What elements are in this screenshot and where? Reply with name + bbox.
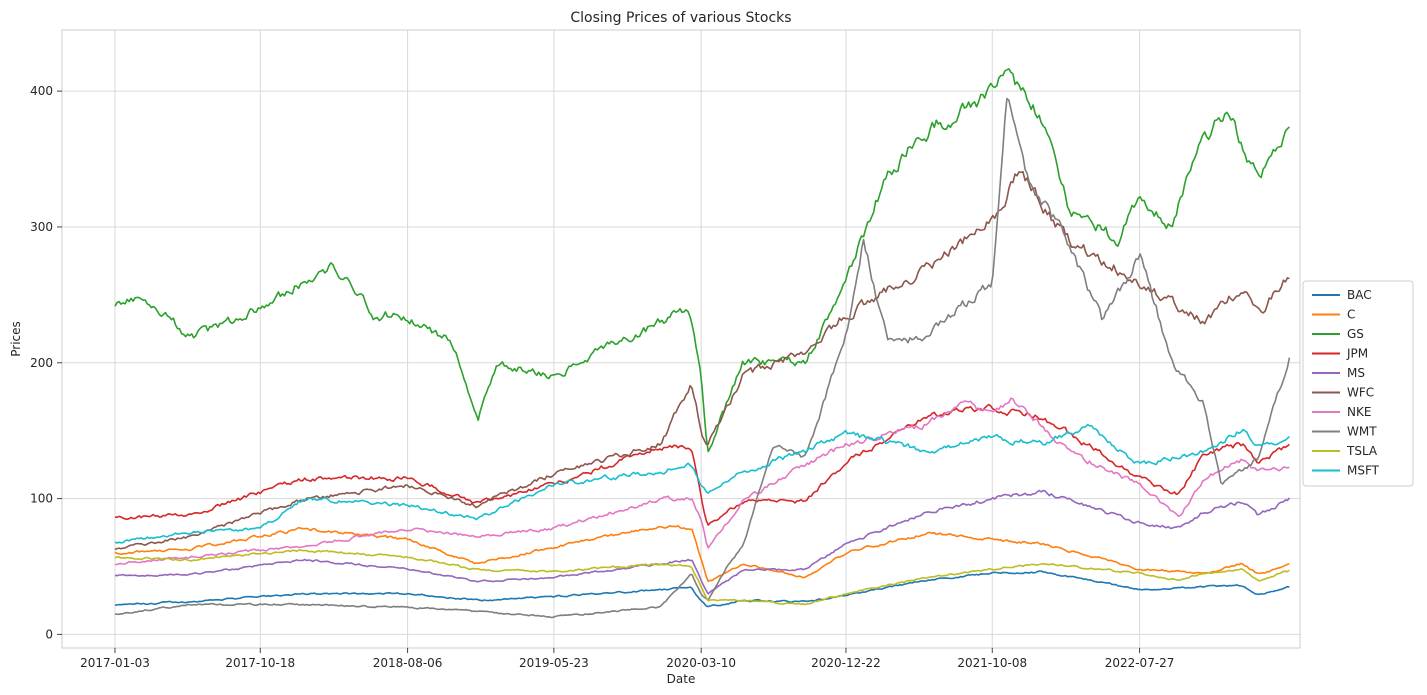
- series-line-gs: [114, 68, 1290, 453]
- series-line-c: [114, 524, 1290, 583]
- series-line-wmt: [114, 97, 1291, 619]
- series-line-tsla: [114, 549, 1290, 606]
- legend-label-nke: NKE: [1347, 405, 1371, 419]
- x-tick-label: 2021-10-08: [957, 656, 1027, 670]
- y-axis-label: Prices: [9, 321, 23, 357]
- x-tick-label: 2017-01-03: [80, 656, 150, 670]
- legend-label-gs: GS: [1347, 327, 1364, 341]
- y-tick-label: 400: [30, 84, 53, 98]
- legend-label-msft: MSFT: [1347, 464, 1380, 478]
- x-tick-label: 2022-07-27: [1105, 656, 1175, 670]
- x-tick-label: 2018-08-06: [373, 656, 443, 670]
- series-lines: [114, 68, 1291, 619]
- y-tick-label: 300: [30, 220, 53, 234]
- chart-title: Closing Prices of various Stocks: [570, 10, 791, 26]
- x-axis-label: Date: [667, 672, 696, 686]
- x-axis-ticks: 2017-01-03 2017-10-18 2018-08-06 2019-05-23…: [80, 648, 1174, 670]
- plot-area: [61, 29, 1301, 649]
- legend-label-c: C: [1347, 308, 1355, 322]
- x-tick-label: 2020-12-22: [811, 656, 881, 670]
- legend-label-wmt: WMT: [1347, 425, 1377, 439]
- series-line-jpm: [114, 403, 1290, 526]
- legend-label-jpm: JPM: [1346, 347, 1368, 361]
- y-axis-ticks: 0 100 200 300 400: [30, 84, 62, 641]
- series-line-msft: [114, 423, 1290, 544]
- legend-label-tsla: TSLA: [1346, 444, 1378, 458]
- legend-box: [1302, 280, 1414, 487]
- y-tick-label: 200: [30, 356, 53, 370]
- series-line-nke: [115, 397, 1290, 566]
- legend-label-bac: BAC: [1347, 288, 1372, 302]
- legend-label-wfc: WFC: [1347, 386, 1374, 400]
- series-line-bac: [114, 570, 1290, 608]
- legend: BAC C GS JPM MS WFC NKE WMT TSLA MSFT: [1302, 280, 1414, 487]
- y-tick-label: 0: [45, 627, 53, 641]
- x-tick-label: 2020-03-10: [666, 656, 736, 670]
- x-tick-label: 2017-10-18: [225, 656, 295, 670]
- series-line-ms: [114, 489, 1291, 595]
- legend-label-ms: MS: [1347, 366, 1365, 380]
- x-tick-label: 2019-05-23: [519, 656, 589, 670]
- y-tick-label: 100: [30, 492, 53, 506]
